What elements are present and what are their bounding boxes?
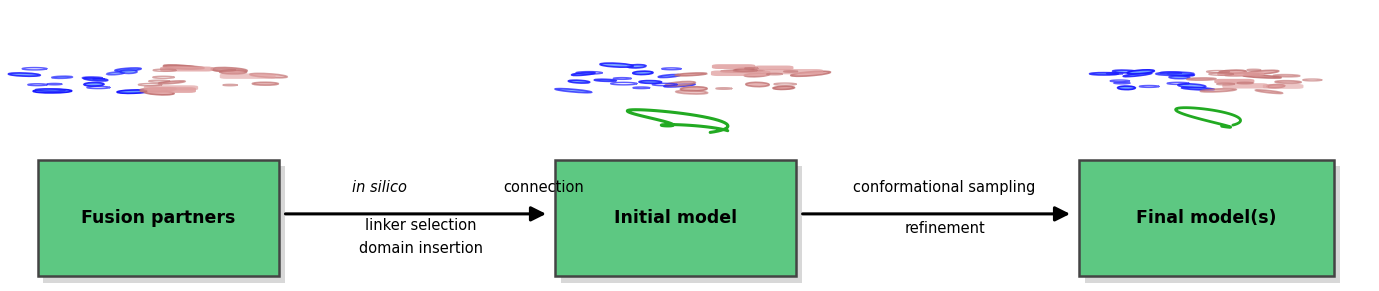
FancyBboxPatch shape [44,166,285,283]
Ellipse shape [106,72,124,75]
Ellipse shape [219,70,247,74]
Ellipse shape [676,91,707,94]
FancyBboxPatch shape [39,160,279,276]
FancyBboxPatch shape [1078,160,1335,276]
FancyBboxPatch shape [712,64,756,69]
Text: refinement: refinement [905,221,985,236]
Ellipse shape [1244,70,1278,74]
Ellipse shape [1113,70,1138,73]
Ellipse shape [745,73,769,77]
Text: linker selection: linker selection [365,218,476,233]
Ellipse shape [164,65,199,69]
Text: conformational sampling: conformational sampling [854,180,1036,195]
Ellipse shape [627,65,645,68]
Ellipse shape [1156,72,1194,75]
Ellipse shape [1273,75,1299,77]
FancyBboxPatch shape [1215,79,1255,84]
Ellipse shape [1219,70,1247,74]
FancyBboxPatch shape [148,87,196,93]
Ellipse shape [114,68,141,71]
Ellipse shape [33,89,72,93]
Ellipse shape [36,89,65,91]
FancyBboxPatch shape [160,67,214,72]
FancyBboxPatch shape [712,70,771,76]
Ellipse shape [746,82,769,87]
Text: Final model(s): Final model(s) [1136,209,1277,227]
Ellipse shape [250,73,287,78]
Ellipse shape [1201,89,1236,92]
FancyBboxPatch shape [560,166,801,283]
Ellipse shape [52,76,72,78]
Ellipse shape [84,83,103,86]
Ellipse shape [572,72,594,75]
Ellipse shape [676,73,706,76]
Text: Fusion partners: Fusion partners [81,209,236,227]
Ellipse shape [1117,86,1135,90]
Ellipse shape [1169,76,1190,79]
Ellipse shape [568,80,590,83]
FancyBboxPatch shape [1222,83,1267,88]
Ellipse shape [117,90,149,93]
Ellipse shape [735,68,754,71]
Ellipse shape [8,73,40,76]
Ellipse shape [211,68,247,72]
Ellipse shape [1225,73,1259,76]
Ellipse shape [252,82,279,85]
Ellipse shape [1255,90,1282,93]
Ellipse shape [633,71,654,74]
Ellipse shape [159,81,185,84]
Ellipse shape [1178,84,1205,88]
FancyBboxPatch shape [143,85,199,90]
Ellipse shape [84,78,108,81]
Ellipse shape [721,70,764,72]
FancyBboxPatch shape [753,65,793,70]
Ellipse shape [658,74,680,77]
Text: in silico: in silico [352,180,407,195]
Ellipse shape [1124,73,1151,77]
FancyBboxPatch shape [1084,166,1340,283]
Ellipse shape [600,63,633,67]
Ellipse shape [1244,75,1281,78]
Ellipse shape [594,79,616,81]
Ellipse shape [774,86,794,89]
FancyBboxPatch shape [554,160,796,276]
FancyBboxPatch shape [1263,84,1303,89]
Ellipse shape [665,84,695,87]
Ellipse shape [1127,70,1154,74]
Ellipse shape [145,91,174,95]
Ellipse shape [1089,73,1118,75]
Ellipse shape [680,87,707,91]
Text: domain insertion: domain insertion [359,241,483,256]
Ellipse shape [1168,73,1194,76]
Ellipse shape [1276,81,1302,83]
Ellipse shape [638,81,662,83]
Ellipse shape [120,70,137,73]
Ellipse shape [1267,85,1285,88]
Ellipse shape [790,71,830,76]
FancyBboxPatch shape [763,69,823,74]
Ellipse shape [141,88,177,92]
FancyBboxPatch shape [219,73,276,79]
Text: Initial model: Initial model [614,209,738,227]
Ellipse shape [1182,87,1214,90]
Ellipse shape [164,66,204,69]
Ellipse shape [141,88,167,91]
FancyBboxPatch shape [1218,72,1265,76]
Ellipse shape [556,89,592,93]
Text: connection: connection [503,180,585,195]
Ellipse shape [1187,78,1216,80]
Ellipse shape [666,81,695,86]
